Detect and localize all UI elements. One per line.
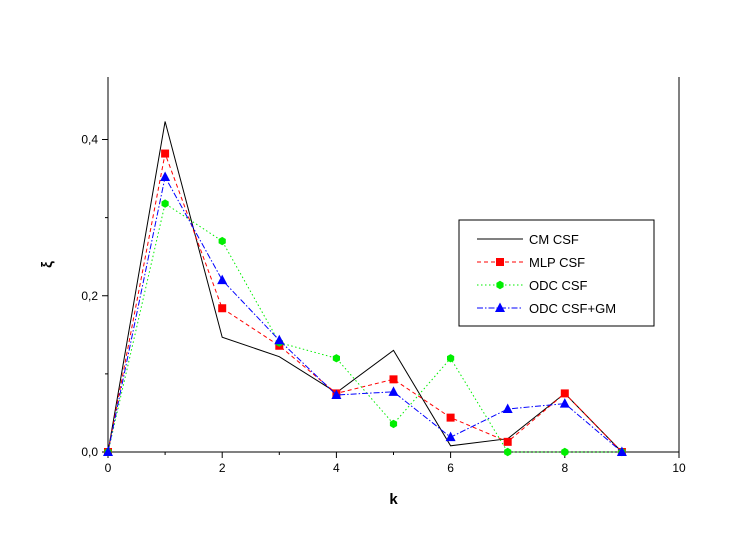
- series-4-point: [217, 274, 228, 285]
- series-4-point: [274, 334, 285, 345]
- series-4-point: [388, 386, 399, 396]
- y-axis-title: ξ: [39, 261, 56, 268]
- series-3-point: [332, 354, 340, 363]
- series-line-1: [107, 121, 623, 453]
- x-axis-title: k: [389, 491, 398, 508]
- series-line-2: [107, 151, 623, 453]
- x-tick-label: 6: [447, 461, 454, 475]
- series-3-point: [161, 199, 169, 208]
- legend-marker-3: [496, 280, 504, 290]
- series-line-4: [107, 175, 623, 453]
- series-4-point: [616, 446, 627, 456]
- series-4-point: [502, 403, 513, 414]
- series-3-point: [504, 447, 512, 457]
- legend-marker-4: [495, 302, 505, 312]
- series-2-point: [560, 389, 569, 398]
- series-3-point: [218, 236, 226, 246]
- series-4-point: [103, 446, 113, 456]
- series-3-point: [447, 354, 455, 363]
- series-2-point: [503, 437, 512, 446]
- legend-label-2: MLP CSF: [529, 255, 585, 270]
- series-3-point: [389, 419, 398, 429]
- series-4-point: [331, 389, 342, 399]
- legend: CM CSF MLP CSF ODC CSF ODC CSF+GM: [458, 219, 655, 327]
- x-tick-label: 10: [672, 461, 686, 475]
- series-4-point: [160, 171, 171, 181]
- series-4-point: [445, 431, 456, 442]
- y-tick-label: 0,4: [81, 133, 98, 147]
- y-tick-label: 0,0: [81, 445, 98, 459]
- series-2-point: [161, 149, 170, 158]
- x-tick-label: 2: [219, 461, 226, 475]
- x-tick-label: 4: [333, 461, 340, 475]
- y-tick-label: 0,2: [81, 289, 98, 303]
- legend-label-4: ODC CSF+GM: [529, 301, 616, 316]
- x-tick-label: 8: [561, 461, 568, 475]
- legend-label-3: ODC CSF: [529, 278, 588, 293]
- legend-label-1: CM CSF: [529, 232, 579, 247]
- series-3-point: [561, 447, 569, 457]
- x-tick-label: 0: [105, 461, 112, 475]
- legend-marker-2: [496, 258, 504, 266]
- series-2-point: [389, 375, 398, 384]
- series-4-point: [559, 398, 570, 408]
- series-2-point: [218, 304, 227, 313]
- plot-area: 0 2 4 6 8 10 0,0 0,2 0,4 k ξ: [39, 77, 686, 508]
- series-line-3: [107, 202, 622, 453]
- series-2-point: [446, 413, 455, 422]
